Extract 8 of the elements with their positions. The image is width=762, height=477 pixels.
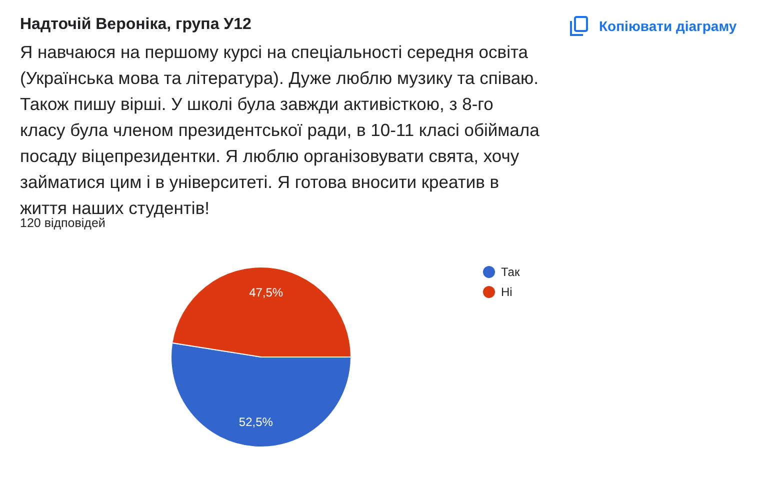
legend-label: Ні <box>501 285 512 300</box>
text: 120 відповідей <box>20 216 106 230</box>
legend-label: Так <box>501 265 520 280</box>
data-label: 47,5% <box>249 286 284 300</box>
chart-subtitle: Я навчаюся на першому курсі на спеціальності середня освіта (Українська мова та література). Дуже люблю музику та співаю. Також пишу вірші. У школі була завжди активісткою, з 8-го класу була членом президентської ради, в 10-11 класі обіймала посаду віцепрезидентки. Я люблю організовувати свята, хочу займатися цим і в університеті. Я готова вносити креатив в життя наших студентів! <box>20 41 540 218</box>
data-label: 52,5% <box>238 414 274 429</box>
text: Копіювати діаграму <box>599 18 737 34</box>
chart-title: Надточій Вероніка, група У12 <box>20 16 252 34</box>
